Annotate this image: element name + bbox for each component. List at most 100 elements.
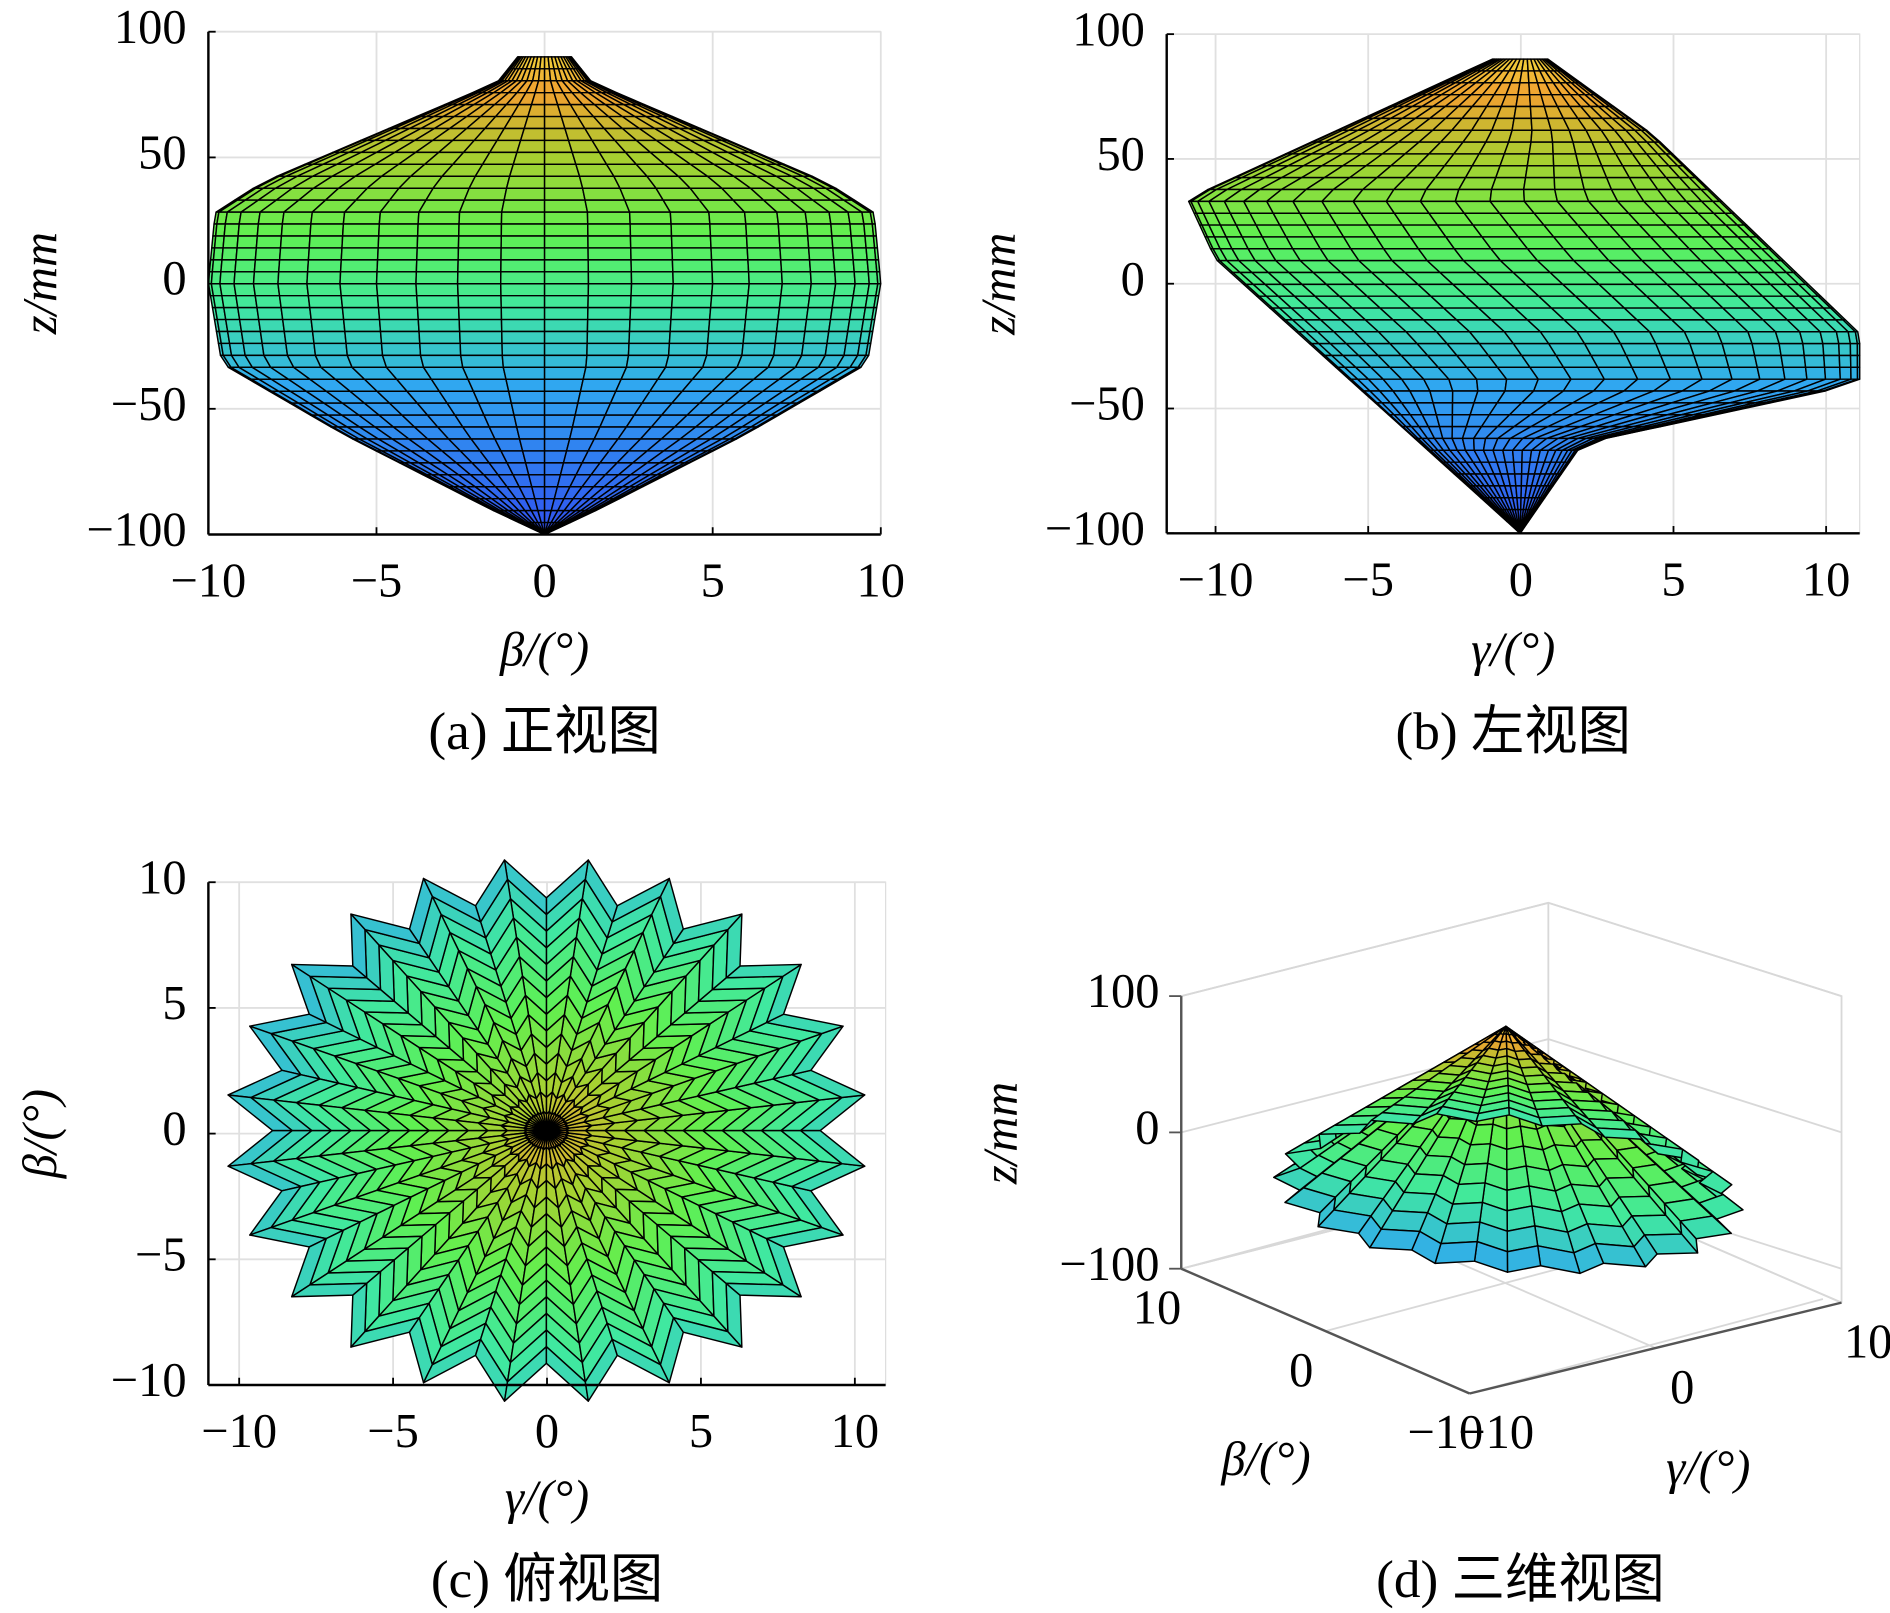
surface-patch <box>280 306 312 321</box>
surface-patch <box>1597 366 1639 380</box>
surface-patch <box>585 354 630 369</box>
surface-patch <box>587 271 633 285</box>
surface-patch <box>630 271 674 285</box>
surface-patch <box>527 103 546 118</box>
surface-patch <box>234 259 257 273</box>
surface-patch <box>259 330 287 345</box>
surface-patch <box>419 342 462 357</box>
surface-patch <box>672 271 714 285</box>
surface-patch <box>629 235 673 249</box>
surface-patch <box>543 366 587 381</box>
surface-patch <box>524 462 546 476</box>
surface-patch <box>416 294 460 309</box>
x-tick-label: 10 <box>1802 553 1850 606</box>
surface-patch <box>308 235 344 249</box>
surface-patch <box>375 271 418 285</box>
surface-patch <box>1838 354 1852 369</box>
surface-patch <box>779 247 811 261</box>
surface-patch <box>630 283 674 297</box>
surface-patch <box>1856 342 1861 357</box>
surface-patch <box>376 294 419 309</box>
surface-patch <box>1507 129 1533 143</box>
z-tick-label: −100 <box>1059 1238 1159 1291</box>
surface-patch <box>669 318 711 333</box>
surface-patch <box>419 354 464 369</box>
y-tick-label: 10 <box>138 851 186 904</box>
surface-patch <box>1716 331 1753 345</box>
surface-patch <box>240 330 263 345</box>
surface-patch <box>628 211 672 225</box>
surface-patch <box>1850 366 1859 380</box>
surface-patch <box>242 342 265 357</box>
surface-patch <box>1464 165 1501 179</box>
surface-patch <box>543 187 586 201</box>
surface-patch <box>587 235 632 249</box>
surface-patch <box>483 414 518 428</box>
x-tick-label: −10 <box>1178 553 1254 606</box>
surface-patch <box>500 235 546 249</box>
surface-patch <box>1803 354 1826 369</box>
surface-patch <box>586 318 631 333</box>
surface-patch <box>256 306 284 321</box>
surface-patch <box>709 294 749 309</box>
x-axis-label: β/(°) <box>499 624 589 677</box>
surface-patch <box>853 271 870 285</box>
surface-patch <box>500 294 546 309</box>
surface-patch <box>1491 117 1515 131</box>
surface-patch <box>416 235 460 249</box>
surface <box>1187 58 1861 535</box>
surface-patch <box>543 306 589 321</box>
surface-patch <box>1514 473 1523 487</box>
surface-patch <box>283 330 315 345</box>
surface-patch <box>1697 366 1733 380</box>
x-tick-label: 10 <box>1844 1315 1890 1368</box>
surface-patch <box>456 271 502 285</box>
surface-patch <box>257 318 286 333</box>
surface-patch <box>221 247 238 261</box>
surface-patch <box>237 306 260 321</box>
surface-patch <box>543 199 589 213</box>
x-tick-label: 0 <box>532 555 556 608</box>
surface-patch <box>873 247 880 261</box>
surface-patch <box>828 211 851 225</box>
surface-patch <box>746 294 782 309</box>
x-tick-label: −10 <box>170 555 246 608</box>
surface-patch <box>777 306 809 321</box>
surface-patch <box>543 259 590 273</box>
surface-patch <box>279 235 311 249</box>
surface-patch <box>1659 354 1699 369</box>
surface-patch <box>346 354 388 369</box>
surface-patch <box>457 294 502 309</box>
surface-patch <box>507 390 546 404</box>
surface-patch <box>708 211 747 225</box>
surface-patch <box>501 330 546 345</box>
surface-patch <box>499 271 546 285</box>
surface-patch <box>625 354 670 369</box>
surface <box>227 859 866 1402</box>
surface-patch <box>1429 390 1454 404</box>
surface-patch <box>252 283 281 297</box>
surface-patch <box>852 283 870 297</box>
surface-patch <box>741 342 776 357</box>
surface-patch <box>1619 342 1662 357</box>
surface-patch <box>523 115 546 130</box>
surface-patch <box>1774 331 1804 345</box>
surface-patch <box>257 211 285 225</box>
surface-patch <box>579 378 622 392</box>
surface-patch <box>809 271 837 285</box>
surface-patch <box>543 438 571 452</box>
surface-patch <box>802 330 830 345</box>
x-tick-label: 5 <box>701 555 725 608</box>
surface-patch <box>500 247 546 261</box>
surface-patch <box>628 330 671 345</box>
surface-patch <box>806 223 833 237</box>
surface-patch <box>531 486 546 500</box>
surface-patch <box>543 235 589 249</box>
surface-patch <box>1552 153 1580 167</box>
surface-patch <box>379 330 421 345</box>
surface-patch <box>235 247 258 261</box>
surface-patch <box>849 223 866 237</box>
surface-patch <box>306 259 342 273</box>
